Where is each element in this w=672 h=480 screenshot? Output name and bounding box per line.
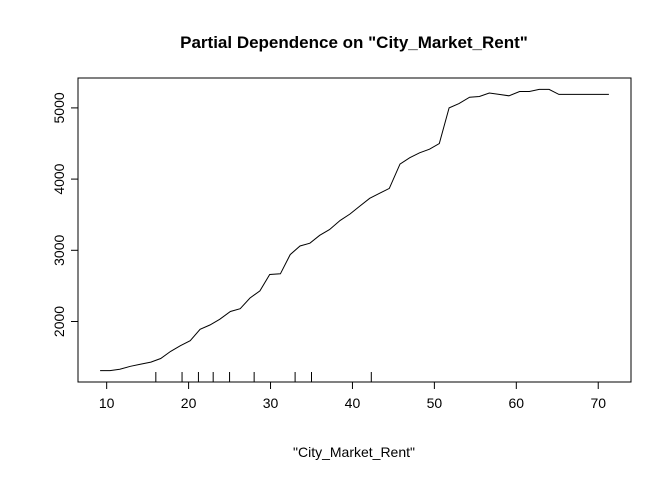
x-tick-label-6: 70 (590, 395, 606, 411)
rug-ticks (155, 372, 372, 382)
y-tick-label-3: 5000 (51, 92, 67, 123)
x-tick-label-3: 40 (345, 395, 361, 411)
x-tick-label-1: 20 (181, 395, 197, 411)
x-tick-label-5: 60 (509, 395, 525, 411)
y-tick-label-0: 2000 (51, 306, 67, 337)
x-tick-label-4: 50 (427, 395, 443, 411)
plot-area-box (77, 77, 632, 383)
x-axis-label: "City_Market_Rent" (293, 444, 415, 460)
x-tick-label-2: 30 (263, 395, 279, 411)
x-tick-label-0: 10 (99, 395, 115, 411)
chart-title: Partial Dependence on "City_Market_Rent" (180, 33, 528, 52)
y-axis: 2000 3000 4000 5000 (51, 92, 79, 337)
y-tick-label-1: 3000 (51, 235, 67, 266)
partial-dependence-line (100, 88, 609, 372)
y-tick-label-2: 4000 (51, 163, 67, 194)
x-axis: 10 20 30 40 50 60 70 (99, 381, 606, 411)
